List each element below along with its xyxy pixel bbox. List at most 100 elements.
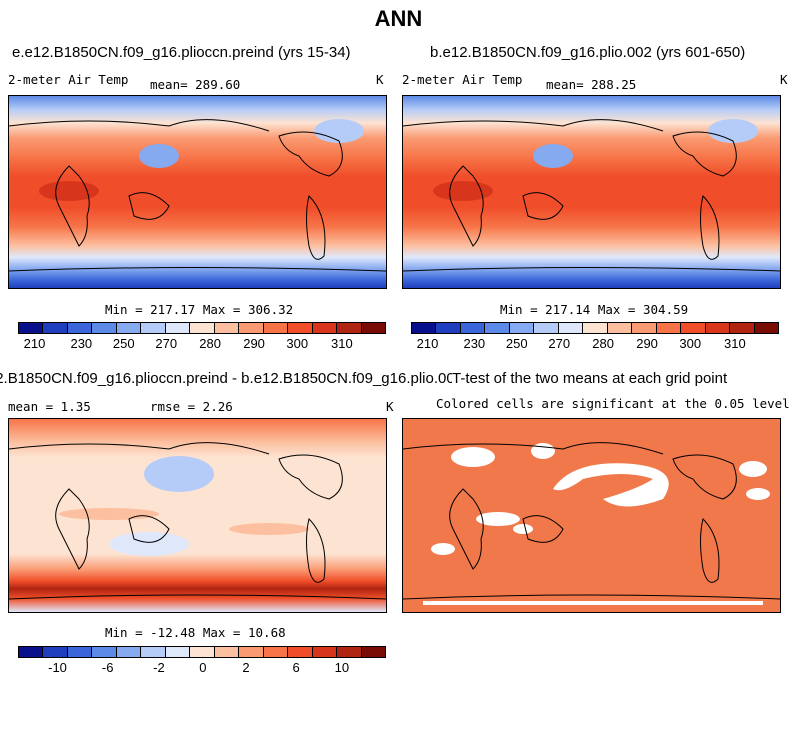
- colorbar-tick-label: 270: [548, 336, 571, 351]
- colorbar-swatch: [92, 323, 117, 333]
- panel3-mean: mean = 1.35: [8, 399, 91, 414]
- panel2-title: b.e12.B1850CN.f09_g16.plio.002 (yrs 601-…: [430, 44, 746, 61]
- colorbar-swatch: [705, 323, 731, 333]
- colorbar-swatch: [337, 647, 362, 657]
- colorbar-swatch: [754, 323, 779, 333]
- panel3-map-graphic: [9, 419, 386, 612]
- colorbar-tick-label: 290: [243, 336, 265, 351]
- colorbar-tick-label: 300: [679, 336, 702, 351]
- colorbar-swatch: [558, 323, 584, 333]
- colorbar-swatch: [190, 647, 215, 657]
- colorbar-tick-label: 270: [155, 336, 178, 351]
- colorbar-tick-label: -6: [101, 660, 114, 675]
- colorbar-tick-label: 230: [70, 336, 93, 351]
- panel2-map: [402, 95, 781, 289]
- colorbar-tick-label: -2: [153, 660, 165, 675]
- colorbar-tick-label: 250: [112, 336, 135, 351]
- colorbar-swatch: [312, 323, 338, 333]
- colorbar-tick-label: 280: [199, 336, 221, 351]
- panel3-rmse: rmse = 2.26: [150, 399, 233, 414]
- panel4-title: T-test of the two means at each grid poi…: [452, 370, 728, 387]
- colorbar-swatch: [67, 647, 93, 657]
- colorbar-tick-label: 310: [331, 336, 353, 351]
- colorbar-swatch: [141, 323, 166, 333]
- colorbar-tick-label: 210: [23, 336, 46, 351]
- colorbar-swatch: [656, 323, 682, 333]
- panel2-colorbar: [411, 322, 779, 334]
- colorbar-swatch: [337, 323, 362, 333]
- colorbar-swatch: [632, 323, 657, 333]
- colorbar-tick-label: 290: [636, 336, 658, 351]
- colorbar-swatch: [509, 323, 535, 333]
- colorbar-tick-label: 280: [592, 336, 614, 351]
- panel4-subtitle: Colored cells are significant at the 0.0…: [436, 396, 790, 411]
- colorbar-swatch: [239, 323, 264, 333]
- panel2-map-graphic: [403, 96, 780, 288]
- panel1-units: K: [376, 72, 384, 87]
- colorbar-swatch: [730, 323, 755, 333]
- panel1-mean: mean= 289.60: [150, 77, 241, 92]
- panel3-title: e.e12.B1850CN.f09_g16.plioccn.preind - b…: [0, 370, 464, 387]
- colorbar-tick-label: 0: [199, 660, 207, 675]
- colorbar-tick-label: 210: [416, 336, 439, 351]
- colorbar-swatch: [43, 323, 68, 333]
- panel1-minmax: Min = 217.17 Max = 306.32: [105, 302, 294, 317]
- colorbar-swatch: [165, 323, 191, 333]
- colorbar-tick-label: 250: [505, 336, 528, 351]
- colorbar-swatch: [485, 323, 510, 333]
- panel1-colorbar: [18, 322, 386, 334]
- panel2-minmax: Min = 217.14 Max = 304.59: [500, 302, 689, 317]
- colorbar-swatch: [239, 647, 264, 657]
- colorbar-swatch: [460, 323, 486, 333]
- panel2-units: K: [780, 72, 788, 87]
- colorbar-swatch: [19, 647, 44, 657]
- colorbar-swatch: [361, 647, 386, 657]
- colorbar-tick-label: 6: [292, 660, 300, 675]
- colorbar-swatch: [312, 647, 338, 657]
- colorbar-tick-label: 2: [242, 660, 250, 675]
- colorbar-swatch: [288, 323, 313, 333]
- panel2-mean: mean= 288.25: [546, 77, 637, 92]
- colorbar-swatch: [116, 323, 142, 333]
- panel4-map-graphic: [403, 419, 780, 612]
- panel1-title: e.e12.B1850CN.f09_g16.plioccn.preind (yr…: [12, 44, 351, 61]
- colorbar-swatch: [165, 647, 191, 657]
- panel3-minmax: Min = -12.48 Max = 10.68: [105, 625, 286, 640]
- colorbar-tick-label: 10: [334, 660, 350, 675]
- panel1-map-graphic: [9, 96, 386, 288]
- panel2-colorbar-ticks: 210 230 250 270 280 290 300 310: [411, 336, 777, 352]
- colorbar-swatch: [288, 647, 313, 657]
- colorbar-swatch: [583, 323, 608, 333]
- colorbar-tick-label: -10: [48, 660, 67, 675]
- panel3-colorbar-ticks: -10 -6 -2 0 2 6 10: [18, 660, 384, 676]
- colorbar-swatch: [263, 323, 289, 333]
- colorbar-swatch: [607, 323, 633, 333]
- panel4-map: [402, 418, 781, 613]
- colorbar-tick-label: 230: [463, 336, 486, 351]
- panel3-colorbar: [18, 646, 386, 658]
- page-title: ANN: [374, 6, 423, 31]
- panel2-variable: 2-meter Air Temp: [402, 72, 523, 87]
- colorbar-swatch: [141, 647, 166, 657]
- colorbar-swatch: [361, 323, 386, 333]
- panel3-map: [8, 418, 387, 613]
- colorbar-swatch: [92, 647, 117, 657]
- colorbar-swatch: [436, 323, 461, 333]
- colorbar-tick-label: 310: [724, 336, 746, 351]
- panel1-variable: 2-meter Air Temp: [8, 72, 129, 87]
- colorbar-swatch: [116, 647, 142, 657]
- colorbar-swatch: [214, 647, 240, 657]
- colorbar-swatch: [534, 323, 559, 333]
- colorbar-swatch: [43, 647, 68, 657]
- colorbar-swatch: [681, 323, 706, 333]
- panel3-units: K: [386, 399, 394, 414]
- colorbar-swatch: [214, 323, 240, 333]
- panel1-colorbar-ticks: 210 230 250 270 280 290 300 310: [18, 336, 384, 352]
- colorbar-swatch: [412, 323, 437, 333]
- colorbar-swatch: [190, 323, 215, 333]
- colorbar-tick-label: 300: [286, 336, 309, 351]
- panel3-title-clip: e.e12.B1850CN.f09_g16.plioccn.preind - b…: [0, 370, 797, 394]
- colorbar-swatch: [19, 323, 44, 333]
- panel1-map: [8, 95, 387, 289]
- colorbar-swatch: [67, 323, 93, 333]
